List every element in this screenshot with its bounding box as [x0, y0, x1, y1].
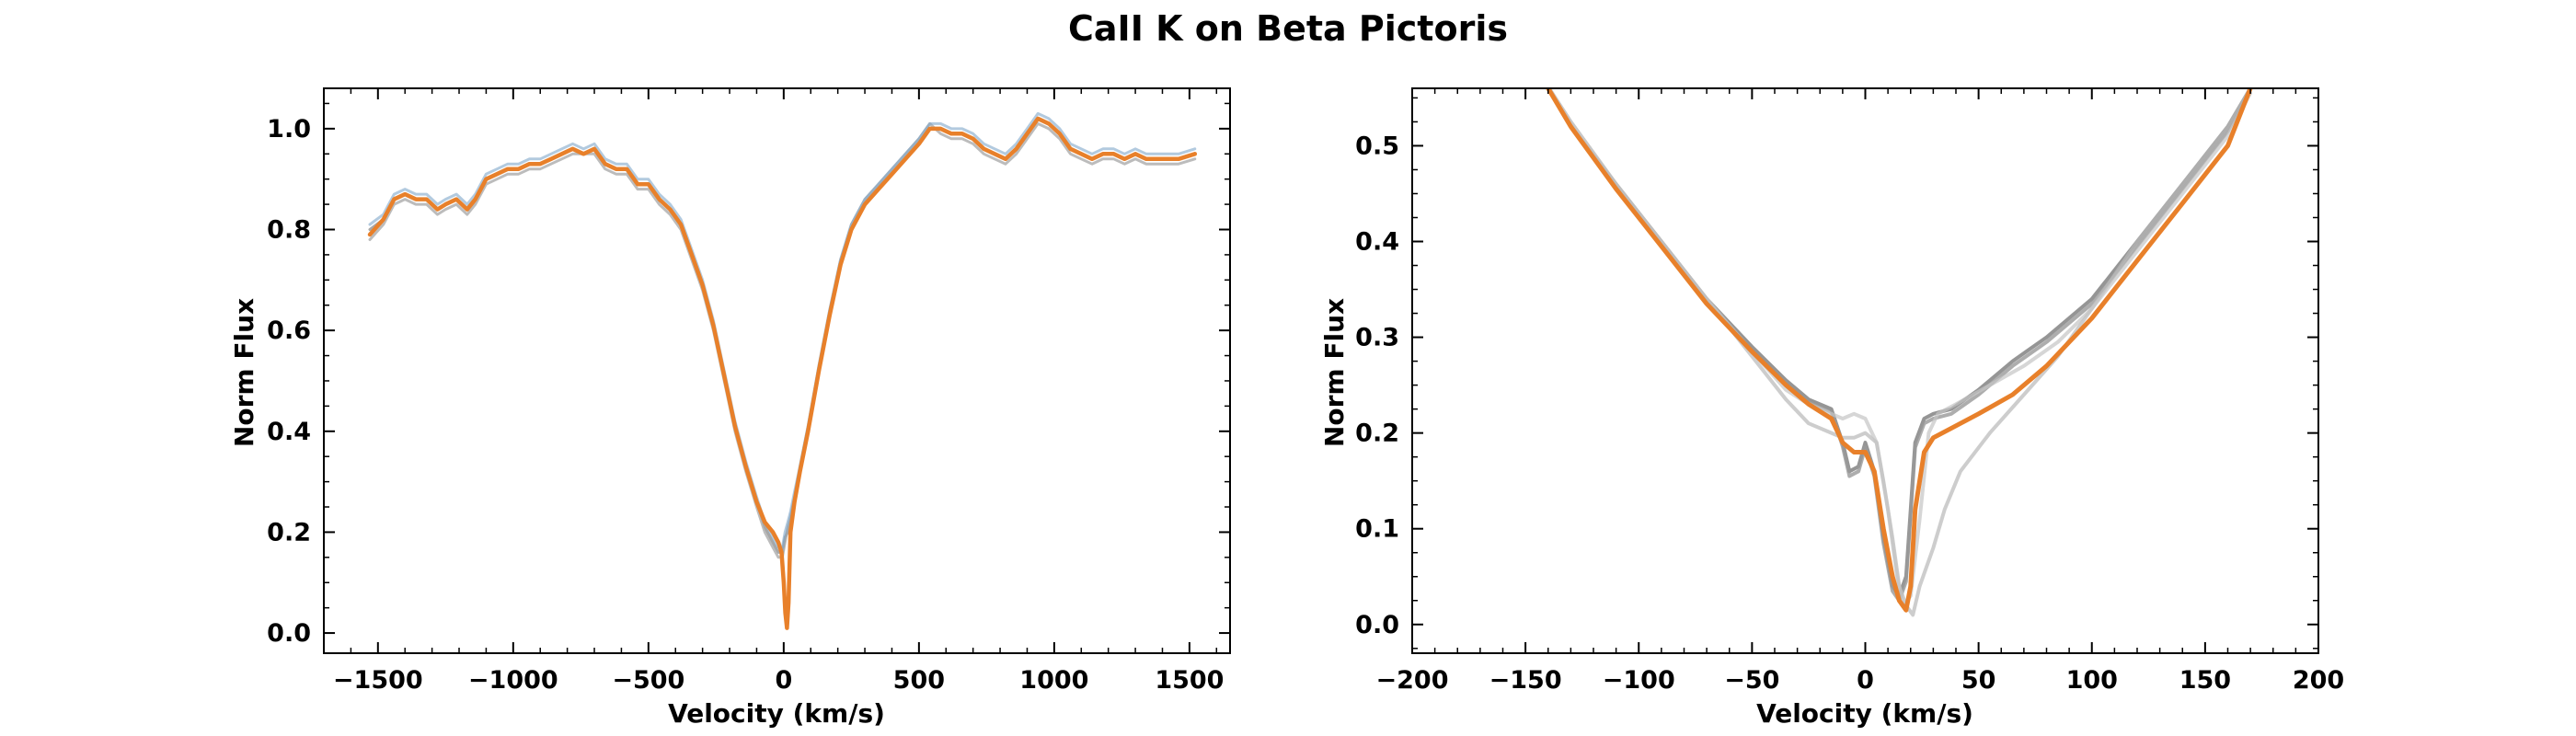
y-tick-label-1-2: 0.2: [1355, 420, 1399, 448]
x-tick-label-1-5: 50: [1961, 666, 1996, 695]
left-plot-full-spectrum: Velocity (km/s) Norm Flux −1500 −1000 −500…: [229, 87, 1231, 729]
y-tick-label-0-2: 0.4: [267, 418, 311, 446]
plot-area-1: [1545, 88, 2253, 617]
series-line-1-0: [1546, 88, 2253, 598]
x-tick-label-1-6: 100: [2066, 666, 2118, 695]
x-tick-label-0-6: 1500: [1155, 666, 1224, 695]
left-x-axis-label: Velocity (km/s): [668, 698, 885, 729]
y-tick-label-1-3: 0.3: [1355, 324, 1399, 352]
y-tick-label-0-5: 1.0: [267, 115, 311, 144]
y-tick-label-0-1: 0.2: [267, 518, 311, 546]
y-tick-label-1-0: 0.0: [1355, 611, 1399, 639]
y-tick-label-0-4: 0.8: [267, 216, 311, 245]
x-tick-label-1-4: 0: [1857, 666, 1874, 695]
x-tick-label-0-5: 1000: [1019, 666, 1088, 695]
series-line-1-1: [1546, 88, 2253, 603]
x-tick-label-0-4: 500: [893, 666, 945, 695]
y-tick-label-1-4: 0.4: [1355, 228, 1399, 257]
x-tick-label-1-1: −150: [1489, 666, 1562, 695]
x-tick-label-1-2: −100: [1603, 666, 1675, 695]
axes-frame-0: [323, 87, 1231, 654]
x-tick-label-1-7: 150: [2179, 666, 2231, 695]
right-plot-core-zoom: Velocity (km/s) Norm Flux −200 −150 −100 −5…: [1319, 87, 2344, 729]
x-tick-label-0-3: 0: [775, 666, 792, 695]
y-tick-label-0-3: 0.6: [267, 316, 311, 345]
series-line-1-2: [1547, 88, 2253, 617]
series-line-0-3: [367, 116, 1198, 630]
series-line-0-0: [368, 117, 1197, 554]
figure-title: CaII K on Beta Pictoris: [1068, 8, 1508, 49]
x-tick-label-1-3: −50: [1724, 666, 1779, 695]
series-line-1-3: [1547, 88, 2253, 607]
x-tick-label-0-1: −1000: [468, 666, 558, 695]
series-line-0-2: [368, 111, 1197, 549]
x-tick-label-1-8: 200: [2293, 666, 2344, 695]
axes-frame-1: [1411, 87, 2319, 654]
x-tick-label-1-0: −200: [1376, 666, 1449, 695]
series-line-1-4: [1545, 88, 2253, 613]
left-y-axis-label: Norm Flux: [229, 298, 259, 447]
x-tick-label-0-2: −500: [612, 666, 684, 695]
y-tick-label-1-5: 0.5: [1355, 132, 1399, 160]
y-tick-label-1-1: 0.1: [1355, 515, 1399, 544]
right-x-axis-label: Velocity (km/s): [1756, 698, 1973, 729]
right-y-axis-label: Norm Flux: [1319, 298, 1350, 447]
series-line-0-1: [368, 121, 1197, 559]
y-tick-label-0-0: 0.0: [267, 619, 311, 648]
x-tick-label-0-0: −1500: [333, 666, 423, 695]
plot-area-0: [367, 111, 1198, 630]
